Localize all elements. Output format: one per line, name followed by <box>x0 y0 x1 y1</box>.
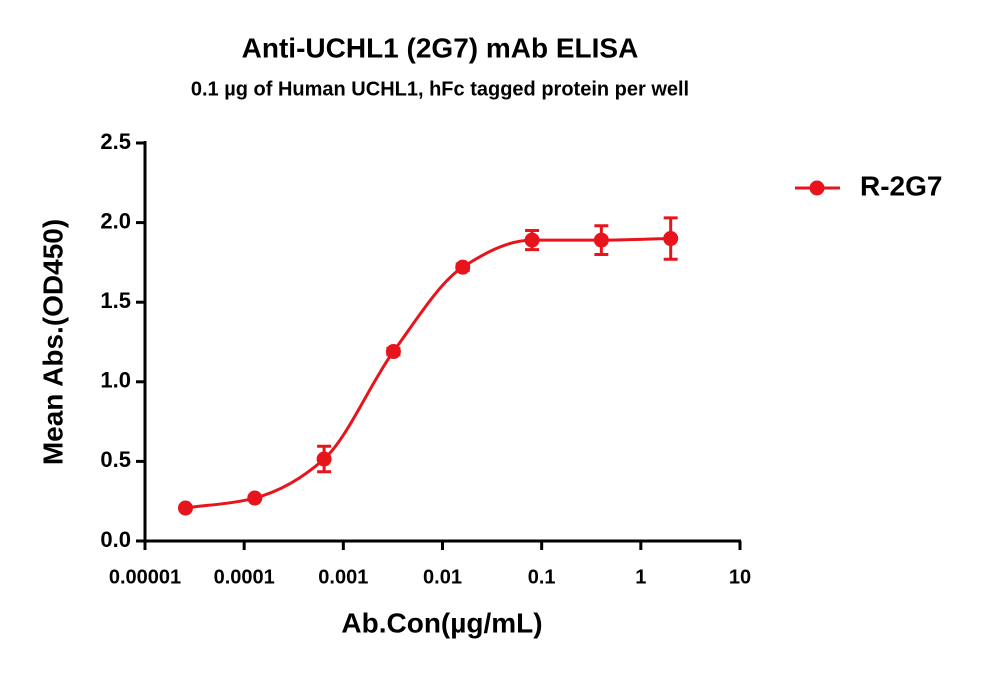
data-point <box>177 500 193 516</box>
x-axis-label: Ab.Con(µg/mL) <box>341 607 542 638</box>
y-axis-label: Mean Abs.(OD450) <box>37 219 68 465</box>
curve <box>185 237 671 510</box>
y-tick-label: 1.0 <box>100 368 131 393</box>
chart-title: Anti-UCHL1 (2G7) mAb ELISA <box>242 32 639 63</box>
data-point <box>385 344 401 360</box>
data-point <box>455 259 471 275</box>
data-point <box>524 232 540 248</box>
chart-subtitle: 0.1 µg of Human UCHL1, hFc tagged protei… <box>191 78 689 100</box>
legend-marker <box>809 180 825 196</box>
data-point <box>663 231 679 247</box>
x-tick-label: 0.1 <box>528 566 556 588</box>
y-tick-label: 2.0 <box>100 208 131 233</box>
x-tick-label: 0.001 <box>318 566 368 588</box>
y-tick-label: 2.5 <box>100 129 131 154</box>
x-tick-label: 1 <box>635 566 646 588</box>
x-tick-label: 0.00001 <box>109 566 181 588</box>
x-tick-label: 0.01 <box>423 566 462 588</box>
y-tick-label: 0.0 <box>100 527 131 552</box>
legend-label: R-2G7 <box>860 170 942 201</box>
data-point <box>316 451 332 467</box>
y-tick-label: 1.5 <box>100 288 131 313</box>
y-tick-label: 0.5 <box>100 447 131 472</box>
data-point <box>593 232 609 248</box>
data-point <box>247 490 263 506</box>
x-tick-label: 10 <box>729 566 751 588</box>
x-tick-label: 0.0001 <box>214 566 275 588</box>
